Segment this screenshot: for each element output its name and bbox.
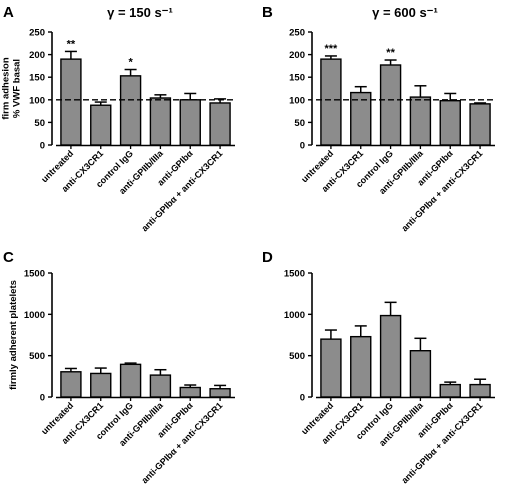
y-tick-label: 0 [40, 393, 45, 404]
y-axis-label: firm adhesion [1, 57, 12, 119]
bar [379, 314, 402, 398]
y-tick-label: 200 [289, 50, 305, 61]
y-tick-label: 0 [40, 141, 45, 152]
y-tick-label: 200 [29, 50, 45, 61]
bar [90, 372, 112, 398]
significance-label: ** [67, 38, 76, 50]
y-tick-label: 250 [29, 28, 45, 39]
bar [469, 383, 491, 398]
bar [409, 96, 432, 146]
bar [320, 58, 342, 146]
bar [149, 374, 172, 398]
y-tick-label: 150 [29, 73, 45, 84]
y-tick-label: 500 [29, 351, 45, 362]
y-tick-label: 50 [294, 118, 305, 129]
significance-label: ** [386, 47, 395, 59]
bar [350, 335, 372, 398]
bar [320, 338, 342, 398]
y-tick-label: 150 [289, 73, 305, 84]
panel-letter: D [262, 249, 273, 266]
chart-title: γ = 150 s⁻¹ [107, 5, 173, 20]
panel-d: D050010001500untreatedanti-CX3CR1control… [262, 249, 495, 485]
y-tick-label: 50 [34, 118, 45, 129]
panel-letter: C [3, 249, 14, 266]
panel-letter: A [3, 4, 14, 21]
y-tick-label: 1000 [284, 310, 305, 321]
bar [179, 99, 201, 146]
y-tick-label: 1500 [284, 269, 305, 280]
y-tick-label: 0 [300, 141, 305, 152]
bar [469, 103, 491, 146]
bar [439, 100, 461, 146]
bar [439, 383, 461, 398]
bar [409, 350, 432, 398]
bar [179, 386, 201, 398]
y-tick-label: 1000 [24, 310, 45, 321]
bar [119, 75, 142, 146]
y-tick-label: 100 [289, 95, 305, 106]
y-tick-label: 250 [289, 28, 305, 39]
significance-label: * [128, 57, 133, 69]
panel-letter: B [262, 4, 273, 21]
bar [379, 64, 402, 146]
y-tick-label: 500 [289, 351, 305, 362]
chart-title: γ = 600 s⁻¹ [372, 5, 438, 20]
bar [60, 371, 82, 398]
y-axis-label: firmly adherent platelets [8, 280, 19, 390]
y-tick-label: 0 [300, 393, 305, 404]
significance-label: *** [324, 43, 338, 55]
bar [209, 388, 231, 398]
bar [149, 97, 172, 146]
y-tick-label: 1500 [24, 269, 45, 280]
bar [119, 363, 142, 398]
y-axis-label: % VWF basal [12, 59, 23, 118]
bar [60, 58, 82, 146]
bar [90, 104, 112, 146]
bar [209, 102, 231, 146]
y-tick-label: 100 [29, 95, 45, 106]
